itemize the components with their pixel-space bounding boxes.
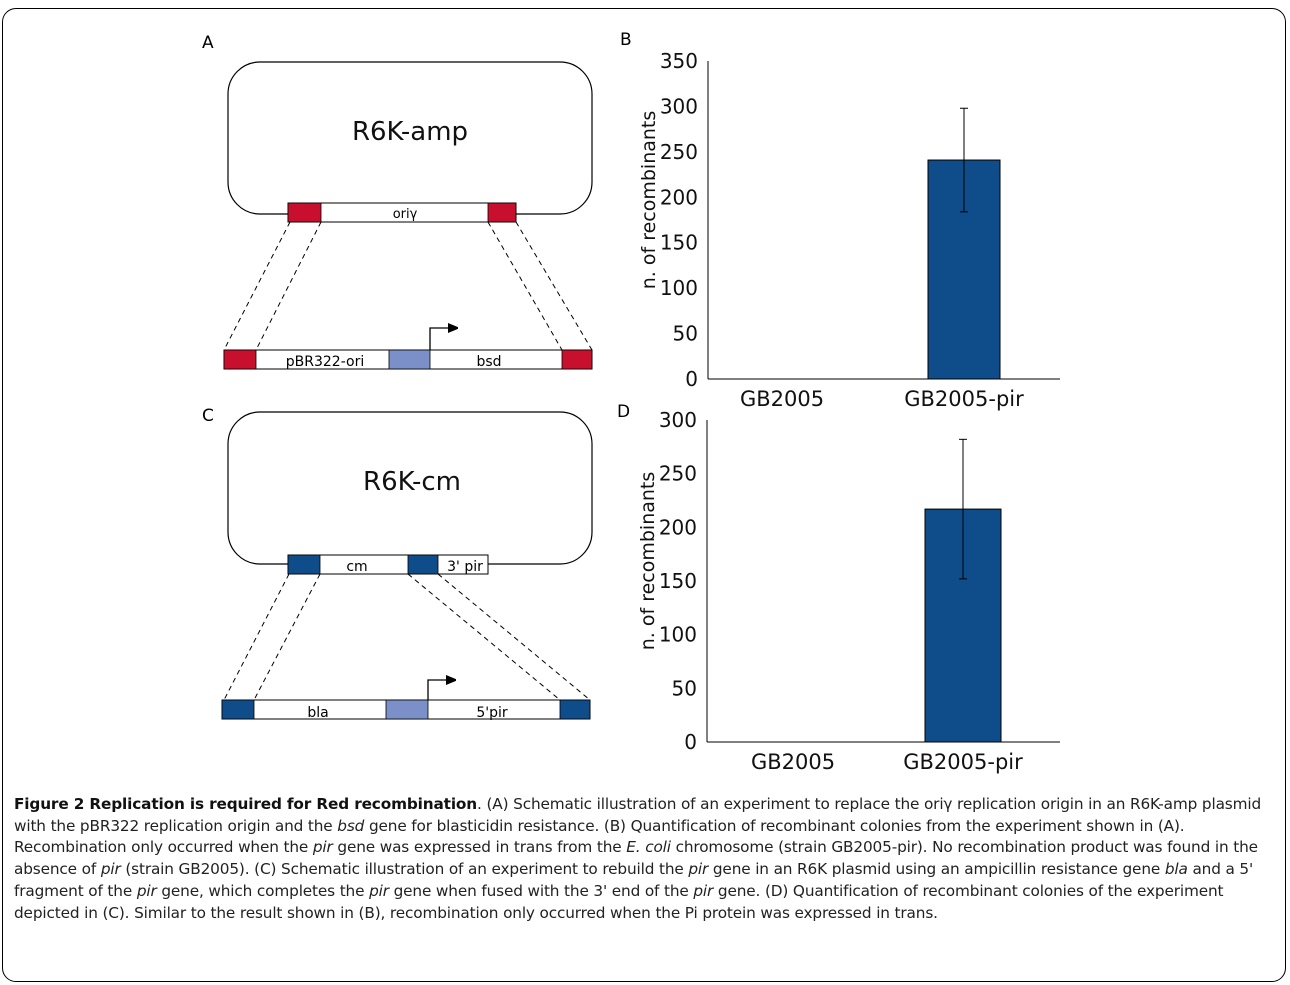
caption-italic: pir: [693, 881, 714, 900]
promoter-box-c: [385, 699, 429, 720]
chart-d: D 0 50 100 150 200 250 300 n. of recombinants GB…: [617, 402, 1060, 774]
y-tick-label: 0: [684, 730, 697, 754]
plasmid-c-name: R6K-cm: [363, 467, 461, 497]
caption-italic: pir: [100, 860, 121, 879]
caption-title: Figure 2 Replication is required for Red…: [14, 795, 478, 813]
caption-text: gene for blasticidin resistance. (B) Qua…: [14, 816, 1185, 857]
caption-italic: E. coli: [626, 838, 671, 857]
x-tick-label: GB2005: [740, 387, 824, 411]
crossover-lines-c: [223, 573, 591, 701]
y-axis-label: n. of recombinants: [637, 472, 659, 651]
y-tick-label: 250: [660, 140, 698, 164]
caption-text: gene was expressed in trans from the: [332, 838, 627, 857]
x-tick-label: GB2005-pir: [904, 387, 1024, 411]
figure-caption: Figure 2 Replication is required for Red…: [14, 794, 1278, 924]
crossover-lines-a: [223, 221, 593, 351]
y-tick-label: 300: [660, 94, 698, 118]
insert-homology-right-c: [559, 699, 591, 720]
panel-a: A R6K-amp oriγ pBR322-ori bsd: [202, 33, 593, 370]
caption-text: gene, which completes the: [156, 881, 370, 900]
homology-arm-right: [487, 202, 517, 223]
panel-c-label: C: [202, 406, 214, 426]
panel-b-label: B: [620, 30, 632, 50]
y-tick-label: 350: [660, 49, 698, 73]
y-tick-label: 200: [660, 185, 698, 209]
plasmid-a-name: R6K-amp: [352, 117, 468, 147]
y-tick-label: 150: [659, 569, 697, 593]
y-tick-label: 100: [659, 623, 697, 647]
promoter-box: [388, 349, 431, 370]
caption-text: gene. (D) Quantification of recombinant …: [14, 881, 1224, 922]
insert-homology-right: [561, 349, 593, 370]
y-tick-label: 150: [660, 231, 698, 255]
caption-text: and a 5' fragment of the: [14, 860, 1254, 900]
caption-italic: bsd: [337, 816, 365, 835]
caption-text: (strain GB2005). (C) Schematic illustrat…: [120, 860, 689, 879]
insert-right-label: bsd: [476, 354, 501, 370]
panel-d-label: D: [617, 402, 630, 422]
homology-arm-left-c: [287, 554, 321, 575]
chart-b: B 0 50 100 150 200 250 300 350 n. of recombinant…: [620, 30, 1060, 411]
y-tick-label: 50: [672, 676, 697, 700]
caption-text: . (A) Schematic illustration of an exper…: [14, 795, 1262, 835]
insert-left-label: pBR322-ori: [286, 354, 364, 370]
insert-left-label-c: bla: [307, 705, 328, 721]
y-tick-label: 50: [673, 322, 698, 346]
y-tick-label: 100: [660, 276, 698, 300]
y-tick-label: 200: [659, 515, 697, 539]
insert-homology-left: [223, 349, 257, 370]
origin-label: oriγ: [393, 207, 418, 222]
pir3-label: 3' pir: [447, 559, 483, 575]
caption-text: gene in an R6K plasmid using an ampicill…: [708, 860, 1165, 879]
promoter-arrow-icon: [429, 328, 450, 350]
figure-panels: A R6K-amp oriγ pBR322-ori bsd C R6K-cm c…: [202, 30, 1060, 774]
homology-arm-left: [287, 202, 322, 223]
panel-a-label: A: [202, 33, 214, 53]
insert-homology-left-c: [221, 699, 255, 720]
figure-frame: [2, 8, 1286, 982]
caption-text: gene when fused with the 3' end of the: [388, 881, 694, 900]
x-tick-label: GB2005: [751, 750, 835, 774]
homology-arm-right-c: [407, 554, 439, 575]
y-tick-label: 0: [685, 367, 698, 391]
panel-c: C R6K-cm cm 3' pir bla 5'pir: [202, 406, 593, 721]
cm-label: cm: [346, 559, 367, 575]
caption-italic: pir: [688, 860, 709, 879]
x-tick-label: GB2005-pir: [903, 750, 1023, 774]
caption-italic: bla: [1164, 860, 1188, 879]
caption-text: chromosome (strain GB2005-pir). No recom…: [14, 838, 1258, 879]
insert-right-label-c: 5'pir: [476, 705, 508, 721]
y-tick-label: 250: [659, 462, 697, 486]
y-tick-label: 300: [659, 408, 697, 432]
promoter-arrow-icon: [427, 680, 448, 700]
caption-italic: pir: [369, 881, 389, 900]
caption-italic: pir: [136, 881, 157, 900]
y-axis-label: n. of recombinants: [638, 111, 660, 290]
caption-italic: pir: [312, 838, 333, 857]
